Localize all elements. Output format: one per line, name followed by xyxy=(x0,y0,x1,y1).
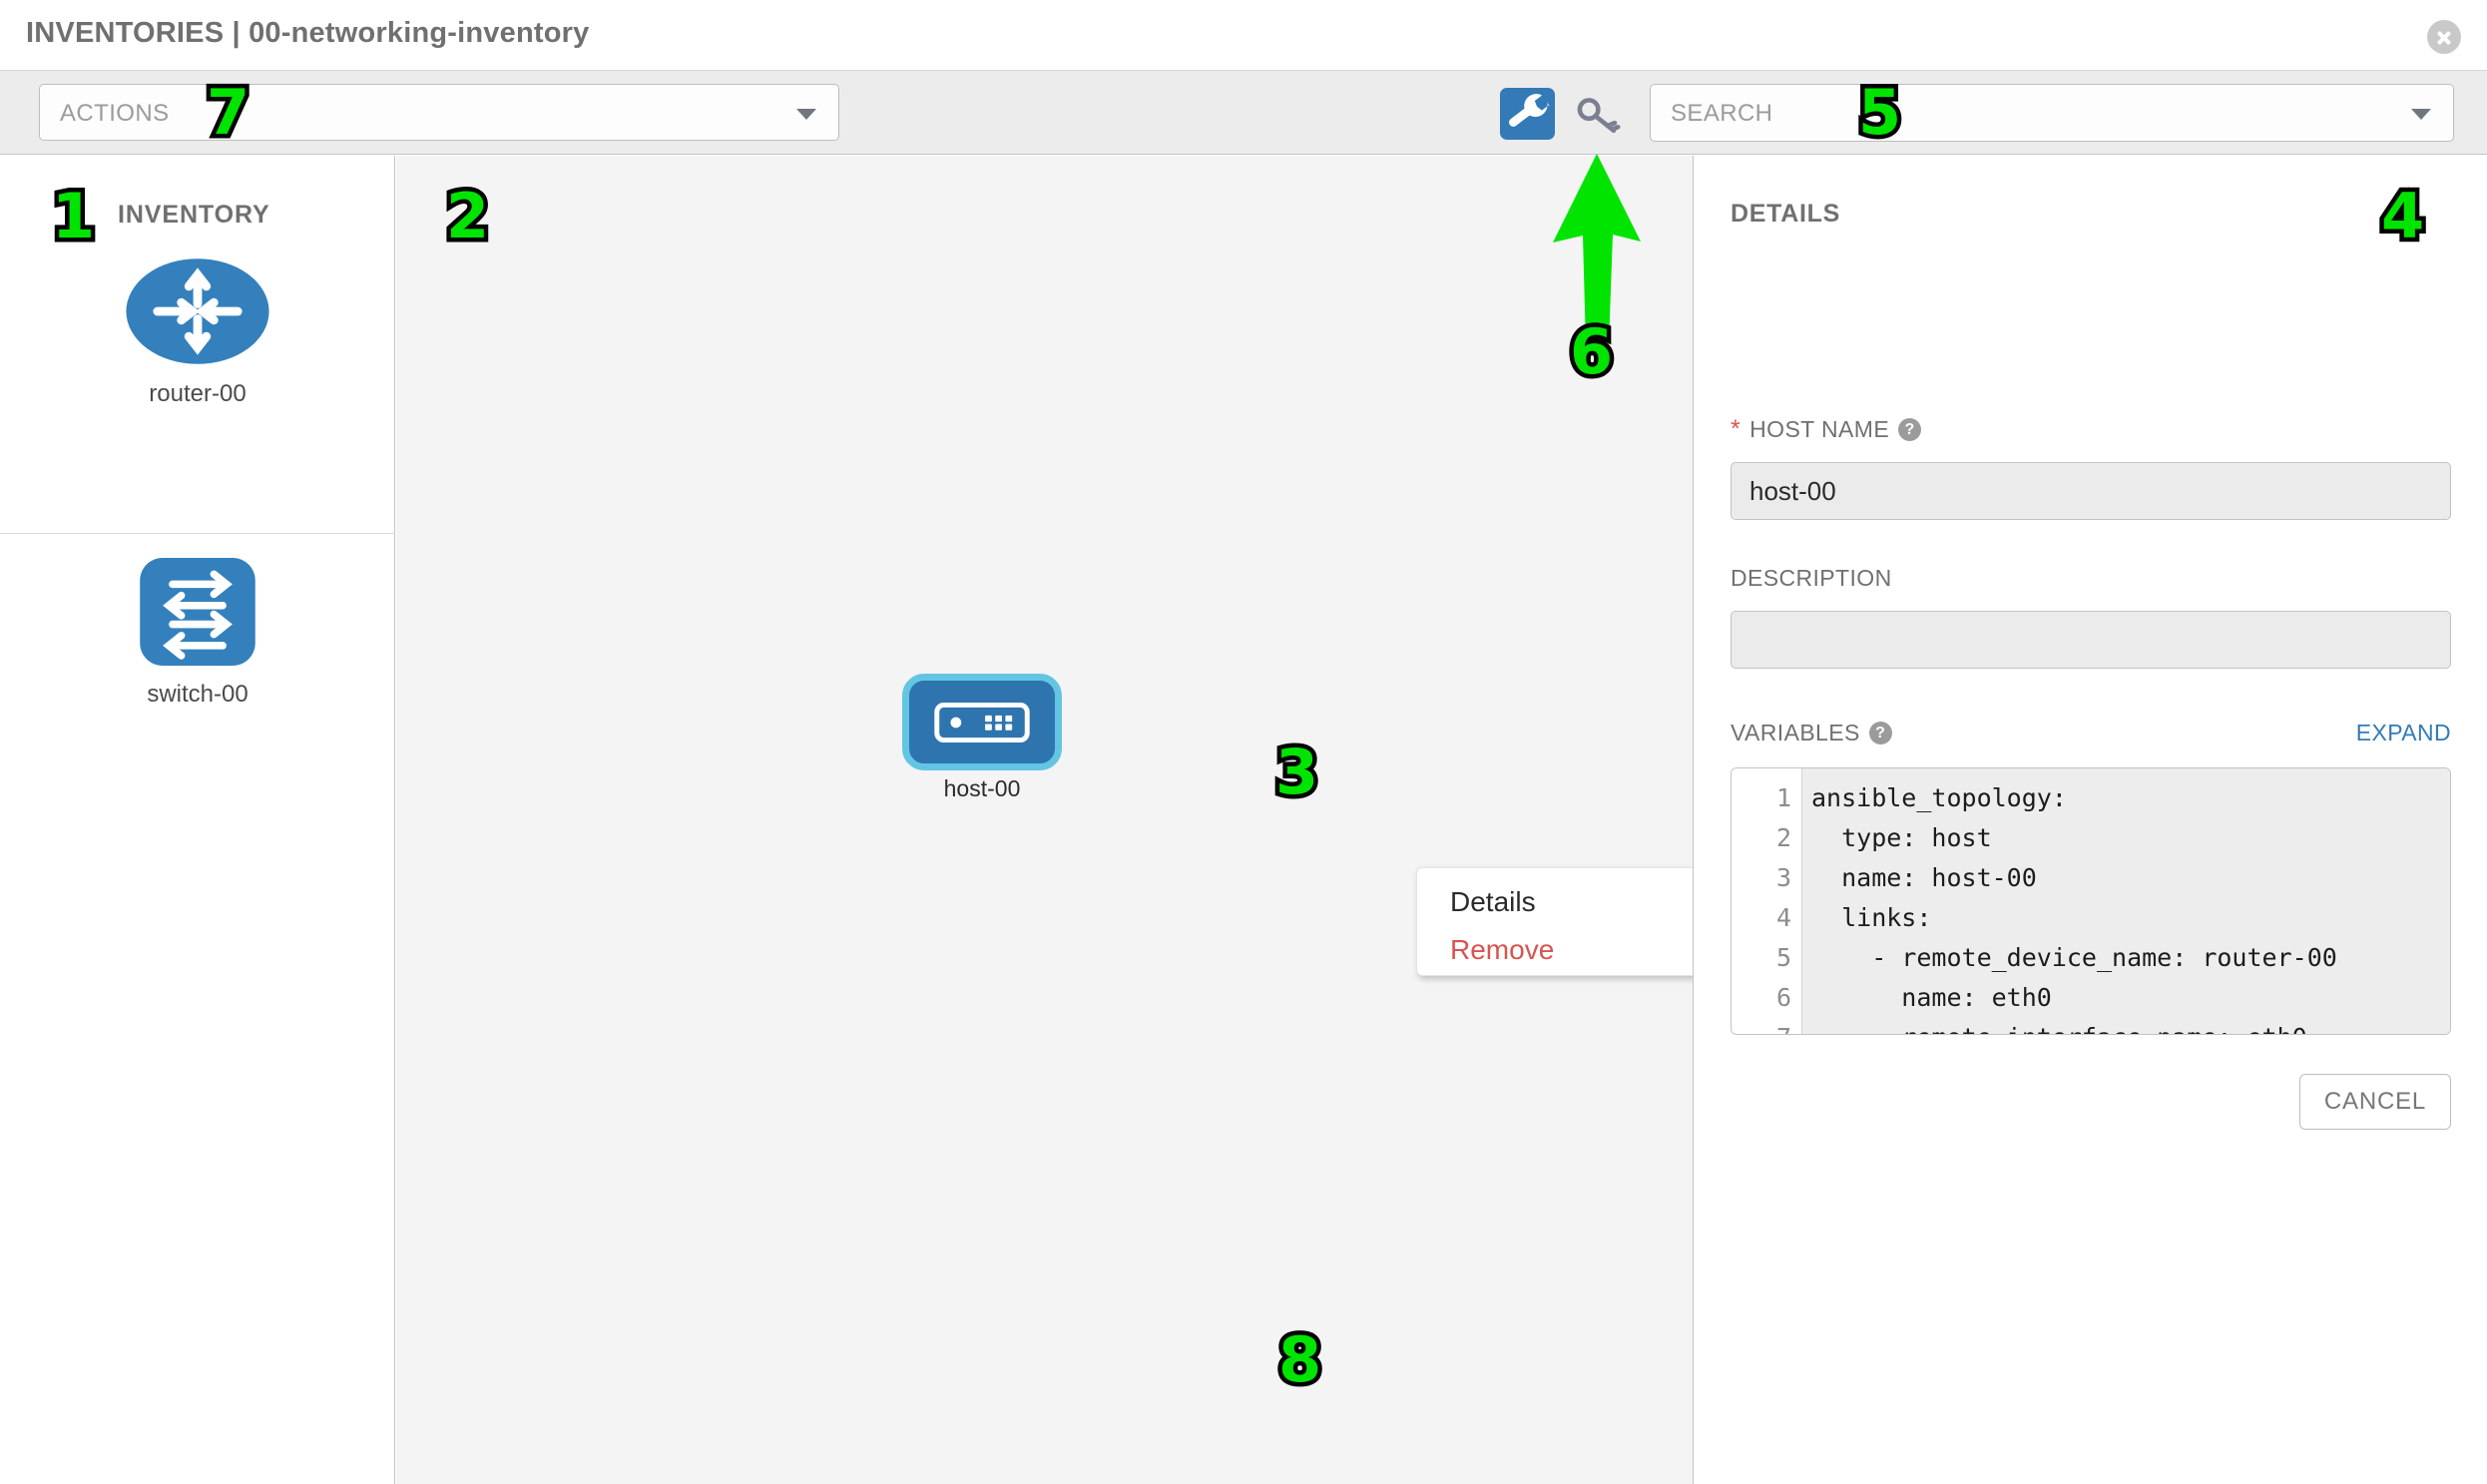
help-icon[interactable]: ? xyxy=(1868,722,1892,744)
search-input[interactable]: SEARCH xyxy=(1650,84,2454,142)
modal-header: INVENTORIES | 00-networking-inventory xyxy=(0,0,2487,71)
description-label-text: DESCRIPTION xyxy=(1731,565,1892,591)
code-content[interactable]: ansible_topology: type: host name: host-… xyxy=(1801,768,2450,1034)
toolbar-key-button[interactable] xyxy=(1575,92,1621,136)
chevron-down-icon xyxy=(796,109,816,120)
host-server-icon xyxy=(934,702,1030,742)
expand-variables-link[interactable]: EXPAND xyxy=(2355,720,2451,745)
toolbar-wrench-button[interactable] xyxy=(1500,88,1555,140)
details-panel-title: DETAILS xyxy=(1731,200,1840,228)
variables-label: VARIABLES ? xyxy=(1731,720,1892,746)
node-shape xyxy=(902,674,1062,770)
code-line: remote_interface_name: eth0 xyxy=(1811,1018,2450,1034)
host-name-label: * HOST NAME ? xyxy=(1731,415,1922,444)
sidebar-divider xyxy=(0,533,395,534)
variables-label-text: VARIABLES xyxy=(1731,720,1860,745)
sidebar-item-switch-00[interactable]: switch-00 xyxy=(0,558,395,709)
host-name-field[interactable] xyxy=(1731,462,2451,520)
key-icon xyxy=(1577,98,1621,134)
code-line: - remote_device_name: router-00 xyxy=(1811,943,2337,972)
code-line: ansible_topology: xyxy=(1811,783,2067,812)
search-chevron-down-icon[interactable] xyxy=(2411,109,2431,120)
sidebar-item-label: switch-00 xyxy=(147,681,249,708)
context-menu-item-remove[interactable]: Remove xyxy=(1450,934,1555,965)
inventory-sidebar-title: INVENTORY xyxy=(118,201,270,229)
node-context-menu[interactable]: Details Remove xyxy=(1416,867,1693,976)
inventory-sidebar: INVENTORY router-00 switch-00 xyxy=(0,156,395,1484)
help-icon[interactable]: ? xyxy=(1898,418,1922,441)
topology-node-label: host-00 xyxy=(943,775,1021,801)
router-icon xyxy=(126,258,269,364)
line-number: 2 xyxy=(1775,823,1791,852)
code-line: type: host xyxy=(1811,823,1992,852)
line-number: 6 xyxy=(1775,983,1791,1012)
variables-code-editor[interactable]: 1 2 3 4 5 6 7 ansible_topology: type: ho… xyxy=(1731,767,2451,1035)
actions-dropdown-label: ACTIONS xyxy=(60,100,170,127)
description-field[interactable] xyxy=(1731,611,2451,669)
actions-dropdown[interactable]: ACTIONS xyxy=(39,84,839,141)
code-line: name: eth0 xyxy=(1811,983,2052,1012)
details-panel: DETAILS * HOST NAME ? DESCRIPTION VARIAB… xyxy=(1695,156,2487,1484)
sidebar-item-router-00[interactable]: router-00 xyxy=(0,257,395,408)
context-menu-item-details[interactable]: Details xyxy=(1450,886,1536,917)
code-line: links: xyxy=(1811,903,1932,932)
topology-canvas[interactable]: host-00 Details Remove 120% xyxy=(396,156,1694,1484)
line-number: 5 xyxy=(1775,943,1791,972)
close-icon[interactable] xyxy=(2427,20,2461,54)
description-label: DESCRIPTION xyxy=(1731,565,1892,592)
wrench-icon xyxy=(1509,94,1550,127)
line-number: 4 xyxy=(1775,903,1791,932)
line-number: 7 xyxy=(1732,1018,1801,1034)
line-number: 3 xyxy=(1775,863,1791,892)
cancel-button[interactable]: CANCEL xyxy=(2299,1074,2451,1130)
sidebar-item-label: router-00 xyxy=(149,380,247,407)
code-gutter: 1 2 3 4 5 6 7 xyxy=(1732,768,1801,1034)
line-number: 1 xyxy=(1775,783,1791,812)
topology-node-host-00[interactable]: host-00 xyxy=(902,674,1062,802)
search-placeholder: SEARCH xyxy=(1671,100,1773,127)
code-line: name: host-00 xyxy=(1811,863,2037,892)
host-name-label-text: HOST NAME xyxy=(1749,416,1890,442)
required-asterisk: * xyxy=(1731,415,1741,443)
switch-icon xyxy=(140,558,255,666)
page-title: INVENTORIES | 00-networking-inventory xyxy=(26,17,590,49)
